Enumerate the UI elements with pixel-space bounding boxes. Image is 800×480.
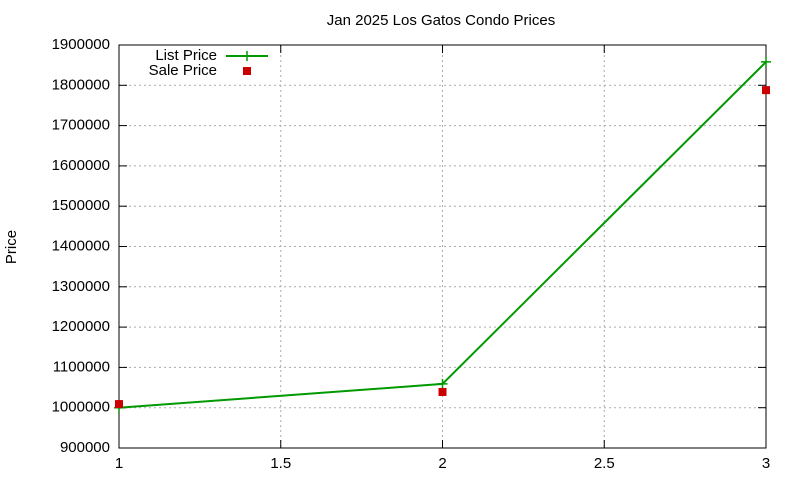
x-tick-label: 2.5 <box>594 455 615 472</box>
y-tick-label: 1700000 <box>52 117 110 134</box>
legend-swatch <box>242 51 252 61</box>
y-tick-label: 1800000 <box>52 76 110 93</box>
data-point <box>438 387 447 396</box>
x-tick-label: 1.5 <box>270 455 291 472</box>
y-tick-label: 1600000 <box>52 157 110 174</box>
y-tick-label: 900000 <box>60 439 110 456</box>
x-tick-label: 2 <box>438 455 446 472</box>
x-tick-label: 3 <box>762 455 770 472</box>
y-tick-label: 1400000 <box>52 237 110 254</box>
y-axis-label: Price <box>3 230 20 264</box>
y-tick-label: 1200000 <box>52 318 110 335</box>
legend-label: List Price <box>155 47 217 64</box>
y-tick-label: 1500000 <box>52 197 110 214</box>
data-point <box>762 86 770 95</box>
chart-title: Jan 2025 Los Gatos Condo Prices <box>327 12 555 29</box>
legend-label: Sale Price <box>149 62 217 79</box>
data-point <box>761 56 771 67</box>
y-tick-label: 1900000 <box>52 36 110 53</box>
x-tick-label: 1 <box>115 455 123 472</box>
plot-border <box>118 44 767 449</box>
data-point <box>437 378 448 389</box>
data-point <box>115 400 123 409</box>
y-tick-label: 1000000 <box>52 399 110 416</box>
y-tick-label: 1300000 <box>52 278 110 295</box>
y-tick-label: 1100000 <box>53 358 110 375</box>
legend-swatch <box>243 67 251 75</box>
